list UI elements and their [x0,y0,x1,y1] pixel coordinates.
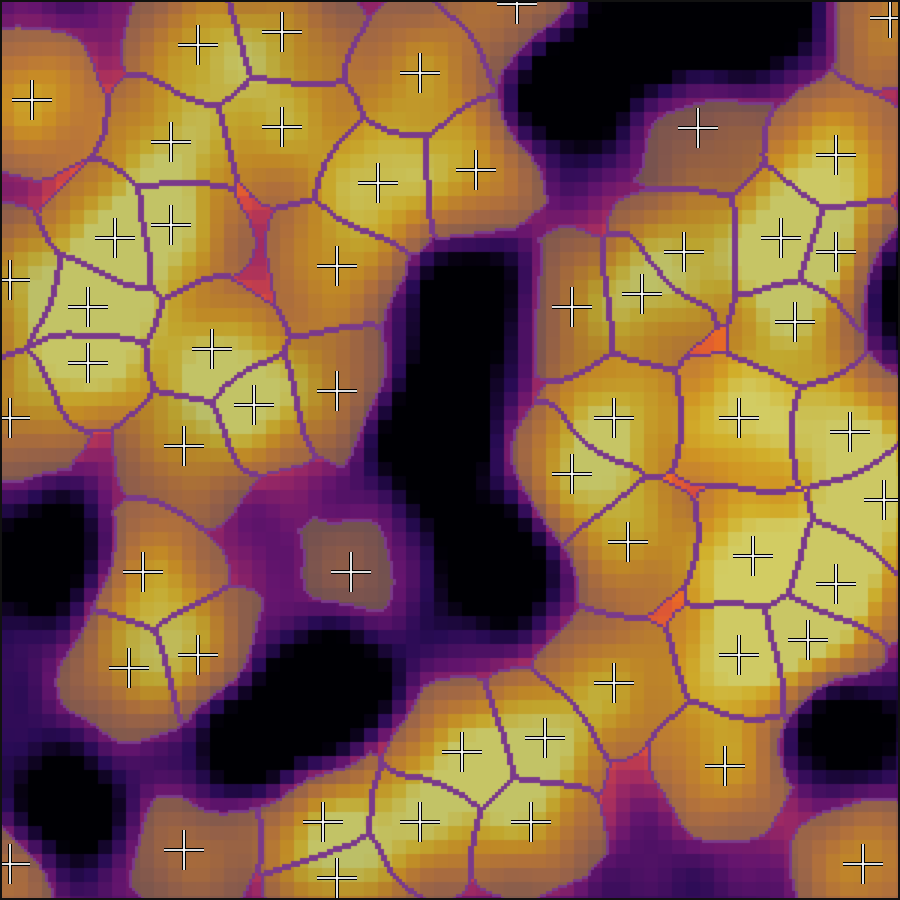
cell-centroid-marker [608,522,648,562]
cell-centroid-marker [594,398,634,438]
cell-centroid-marker [234,385,274,425]
cell-centroid-marker [622,274,662,314]
cell-centroid-marker [151,122,191,162]
cell-centroid-marker [317,371,357,411]
cell-centroid-marker [864,480,900,520]
cell-centroid-marker [816,232,856,272]
cell-centroid-marker [400,53,440,93]
cell-centroid-marker [761,218,801,258]
cell-centroid-marker [317,858,357,898]
cell-centroid-marker [164,830,204,870]
cell-centroid-marker [870,0,900,38]
cell-centroid-marker [178,25,218,65]
cell-centroid-marker [830,412,870,452]
cell-centroid-marker [788,620,828,660]
cell-centroid-marker [262,107,302,147]
cell-centroid-marker [733,536,773,576]
cell-centroid-marker [0,260,30,300]
cell-centroid-marker [816,135,856,175]
cell-centroid-marker [192,329,232,369]
cell-centroid-marker [164,426,204,466]
cell-centroid-marker [843,844,883,884]
cell-centroid-marker [552,454,592,494]
cell-centroid-marker [400,802,440,842]
cell-centroid-marker [303,802,343,842]
cell-centroid-marker [816,564,856,604]
cell-centroid-marker [705,746,745,786]
cell-centroid-marker [68,287,108,327]
cell-centroid-marker [511,802,551,842]
cell-centroid-marker [109,648,149,688]
cell-centroid-marker [151,205,191,245]
cell-centroid-marker [664,232,704,272]
cell-centroid-marker [0,844,30,884]
cell-centroid-marker [719,635,759,675]
cell-centroid-marker [317,246,357,286]
cell-centroid-marker [0,398,30,438]
cell-centroid-marker [594,663,634,703]
cell-centroid-marker [262,12,302,52]
cell-centroid-marker [678,108,718,148]
cell-centroid-marker [331,552,371,592]
cell-centroid-marker [178,635,218,675]
cell-centroid-marker [552,287,592,327]
cell-centroid-marker [442,732,482,772]
cell-centroid-marker [719,398,759,438]
cell-centroid-marker [525,718,565,758]
cell-centroid-marker [358,163,398,203]
cell-centroid-marker [456,150,496,190]
cell-centroid-marker [12,80,52,120]
cell-centroid-marker [497,0,537,24]
cell-centroid-marker [775,302,815,342]
cell-centroid-marker [123,552,163,592]
cell-centroid-marker [68,343,108,383]
cell-centroid-marker [95,218,135,258]
